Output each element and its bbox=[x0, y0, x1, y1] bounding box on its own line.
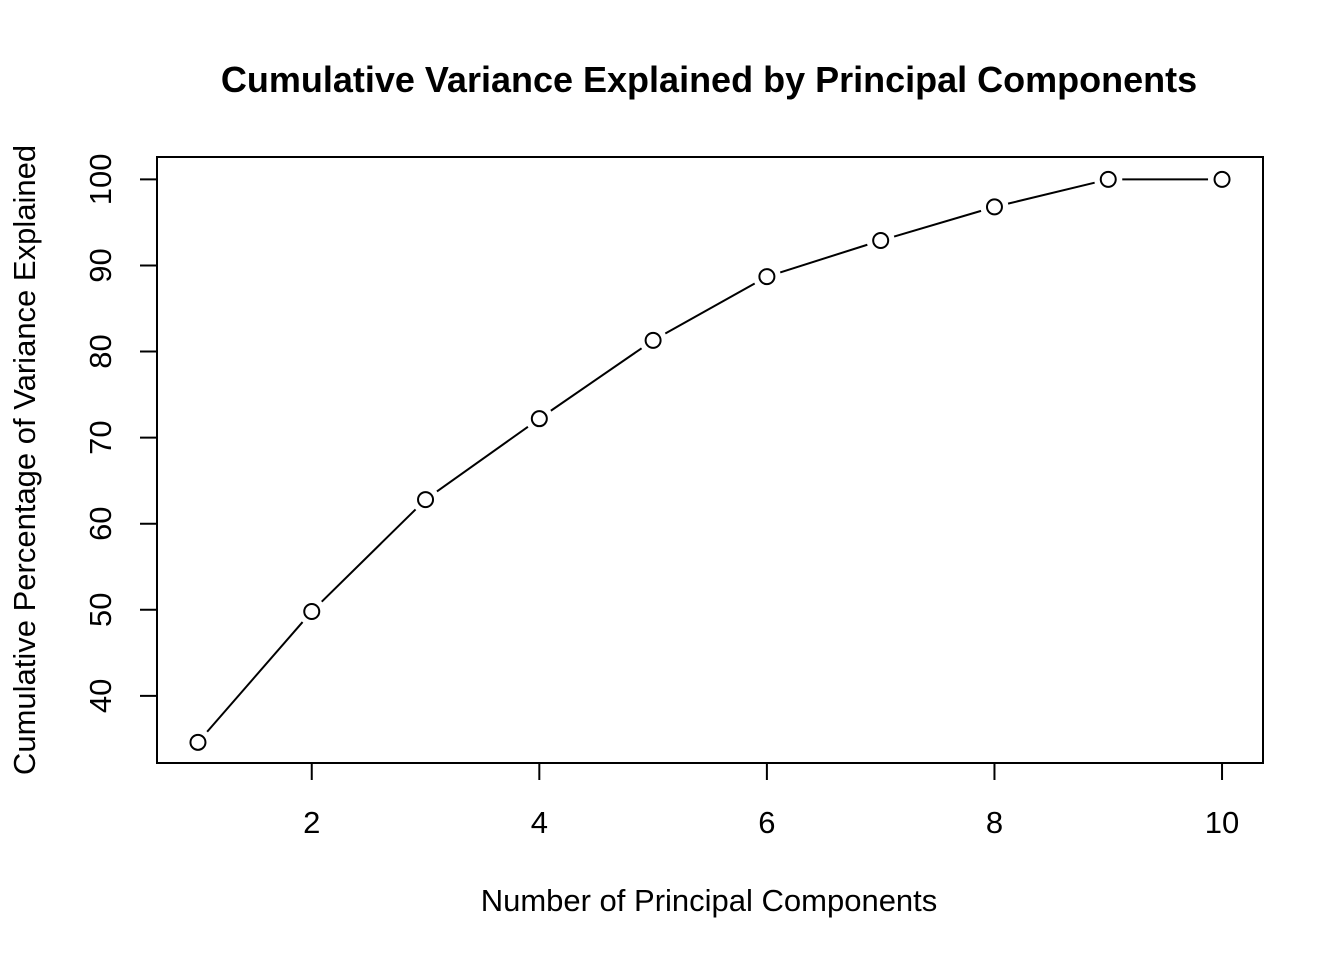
data-point bbox=[1099, 170, 1117, 188]
y-tick-label: 90 bbox=[83, 248, 118, 282]
chart-title: Cumulative Variance Explained by Princip… bbox=[221, 59, 1197, 100]
series-segment bbox=[206, 621, 304, 733]
x-tick-label: 6 bbox=[758, 805, 775, 840]
x-axis-label: Number of Principal Components bbox=[481, 883, 938, 918]
x-tick-label: 10 bbox=[1205, 805, 1239, 840]
data-point bbox=[530, 410, 548, 428]
series-segment bbox=[550, 347, 643, 412]
y-tick-label: 60 bbox=[83, 506, 118, 540]
data-point bbox=[417, 491, 435, 509]
x-tick-label: 8 bbox=[986, 805, 1003, 840]
data-point bbox=[872, 231, 890, 249]
y-tick-label: 50 bbox=[83, 593, 118, 627]
y-axis: 40 50 60 70 80 90 100 bbox=[83, 154, 158, 713]
data-point bbox=[985, 198, 1003, 216]
plot-frame bbox=[156, 156, 1264, 764]
data-point bbox=[303, 603, 321, 620]
x-axis: 2 4 6 8 10 bbox=[303, 762, 1239, 840]
x-tick-label: 2 bbox=[303, 805, 320, 840]
data-point bbox=[1213, 170, 1231, 188]
y-tick-label: 40 bbox=[83, 679, 118, 713]
y-tick-label: 70 bbox=[83, 420, 118, 454]
series-group bbox=[189, 170, 1231, 751]
series-segment bbox=[779, 243, 868, 274]
data-point bbox=[189, 733, 207, 751]
series-segment bbox=[893, 209, 982, 238]
series-segment bbox=[664, 282, 756, 335]
y-tick-label: 100 bbox=[83, 154, 118, 206]
data-point bbox=[758, 268, 776, 286]
series-segment bbox=[321, 508, 417, 603]
series-segment bbox=[1007, 181, 1095, 205]
data-point bbox=[644, 331, 662, 349]
y-axis-label: Cumulative Percentage of Variance Explai… bbox=[7, 145, 42, 775]
y-tick-label: 80 bbox=[83, 334, 118, 368]
x-tick-label: 4 bbox=[531, 805, 548, 840]
series-segment bbox=[436, 425, 529, 493]
